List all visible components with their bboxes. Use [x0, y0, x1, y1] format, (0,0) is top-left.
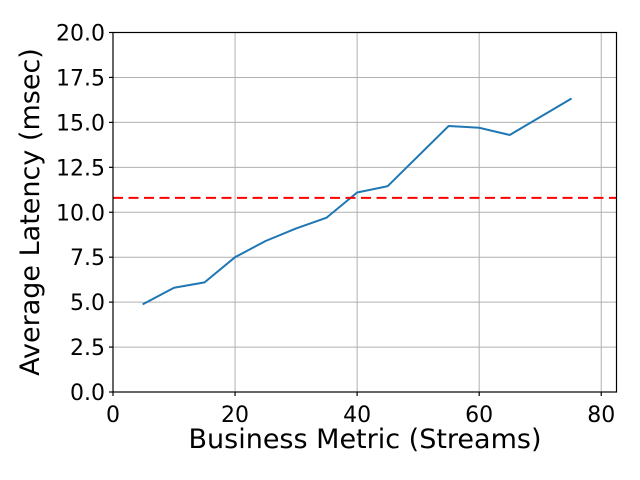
x-tick-label: 20	[221, 403, 249, 428]
y-tick-label: 17.5	[56, 66, 105, 91]
y-axis-label: Average Latency (msec)	[15, 48, 47, 376]
y-tick-label: 7.5	[70, 246, 105, 271]
y-tick-label: 0.0	[70, 381, 105, 406]
y-tick-label: 15.0	[56, 111, 105, 136]
average-latency-line	[142, 97, 573, 306]
y-tick-label: 12.5	[56, 156, 105, 181]
x-tick-label: 60	[465, 403, 493, 428]
x-tick-label: 40	[343, 403, 371, 428]
y-tick-label: 5.0	[70, 291, 105, 316]
y-tick-label: 10.0	[56, 201, 105, 226]
x-tick-label: 80	[587, 403, 615, 428]
y-tick-label: 20.0	[56, 22, 105, 47]
x-tick-label: 0	[106, 403, 120, 428]
x-axis-label: Business Metric (Streams)	[188, 424, 542, 455]
y-tick-label: 2.5	[70, 336, 105, 361]
